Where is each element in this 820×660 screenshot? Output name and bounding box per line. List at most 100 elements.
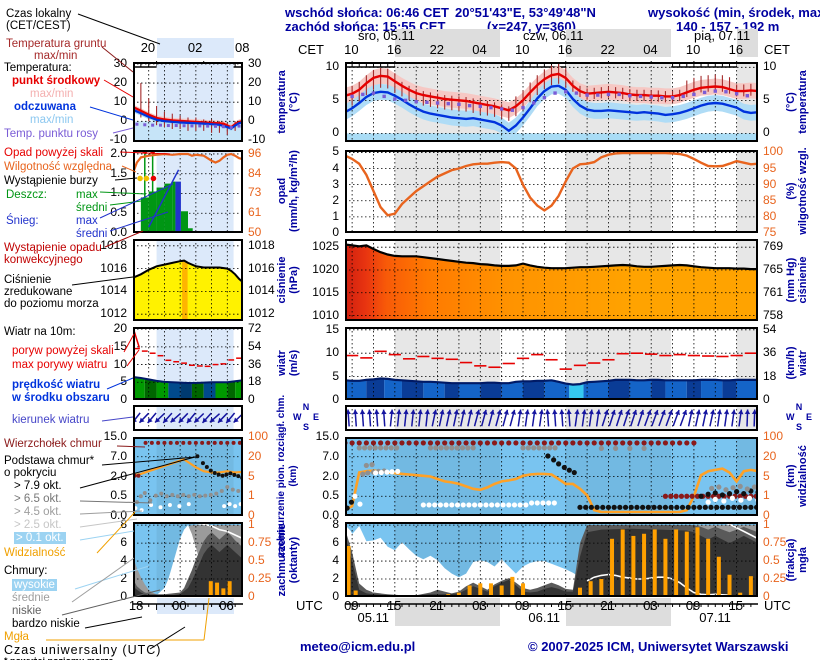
tick-label: 30 [248,55,262,70]
legend-clouds-low: niskie [12,605,42,617]
legend-local-time: Czas lokalny [6,8,72,20]
tick-label: 2 [332,192,339,207]
tick-label: 18 [248,374,262,389]
tick-label: 1014 [248,283,275,298]
tick-label: 08 [235,40,250,55]
tick-label: 04 [472,42,487,57]
tick-label: 20 [248,448,262,463]
legend-fog: Mgła [4,631,29,643]
tick-label: 0 [248,113,255,128]
wind-direction-panel [345,405,765,431]
tick-label: 04 [643,42,658,57]
tick-label: 10 [113,94,127,109]
tick-label: -10 [248,132,266,147]
tick-label: 2 [120,571,127,586]
legend-clouds-mid: średnie [12,592,50,604]
legend-cloud-top: Wierzchołek chmur [4,438,102,450]
tick-label: 10 [248,94,262,109]
compass-w: W [293,412,302,422]
compass-n: N [795,402,803,412]
tick-label: CET [764,42,790,57]
tick-label: 15.0 [103,429,127,443]
tick-label: 95 [763,160,777,175]
tick-label: 0 [763,508,770,522]
tick-label: 761 [763,284,784,299]
tick-label: 1018 [248,237,275,252]
tick-label: 2.0 [110,468,127,483]
tick-label: 0 [120,589,127,603]
compass-e: E [805,412,812,422]
tick-label: 10 [344,42,359,57]
legend-feel-maxmin: max/min [30,114,74,126]
compass-w: W [786,412,795,422]
tick-label: 03 [472,598,487,613]
legend-clouds-verylow: bardzo niskie [12,618,80,630]
tick-label: 00 [172,598,187,613]
tick-label: 16 [557,42,573,57]
tick-label: 50 [248,225,262,239]
mini-cloud-cover-panel [133,521,244,598]
tick-label: 0.5 [763,553,780,568]
tick-label: 1018 [100,237,127,252]
tick-label: 96 [248,145,262,160]
tick-label: śro, 05.11 [358,28,415,43]
legend-gust-over: poryw powyżej skali [12,345,114,357]
tick-label: 09 [515,598,530,613]
tick-label: 0 [248,589,255,603]
legend-ground-temp: Temperatura gruntu [6,38,107,50]
tick-label: 0.5 [248,553,265,568]
tick-label: 100 [763,144,784,159]
tick-label: 06.11 [528,610,560,625]
altitude-label: wysokość (min, środek, max) [648,5,820,20]
tick-label: 05.11 [357,610,390,625]
tick-label: 30 [113,55,127,70]
tick-label: UTC [764,598,791,613]
tick-label: czw, 06.11 [523,28,584,43]
tick-label: 84 [248,165,262,180]
tick-label: 4 [332,553,339,568]
tick-label: 1.0 [110,185,127,200]
tick-label: 10 [763,59,777,74]
sunrise-time: wschód słońca: 06:46 CET [285,5,449,20]
legend-rain-avg: średni [76,202,108,214]
tick-label: 16 [728,42,744,57]
tick-label: 5 [248,468,255,483]
tick-label: 20 [113,321,127,336]
legend-okt-25: > 2.5 okt. [14,519,62,531]
legend-wind-speed-2: w środku obszaru [12,392,110,404]
tick-label: 100 [248,429,269,443]
contact-email[interactable]: meteo@icm.edu.pl [300,639,416,654]
tick-label: 85 [763,192,777,207]
tick-label: 769 [763,239,784,254]
compass-s: S [795,422,803,432]
tick-label: 0 [763,125,770,140]
tick-label: 6 [120,535,127,550]
tick-label: 1012 [100,306,127,321]
humidity-panel [344,150,759,234]
tick-label: 0 [763,392,770,406]
tick-label: 1020 [312,261,339,276]
tick-label: 0.25 [248,571,272,586]
tick-label: 15 [557,598,573,613]
legend-wind-header: Wiatr na 10m: [4,326,76,338]
tick-label: 54 [763,321,777,336]
legend-pressure-2: zredukowane [4,286,73,298]
tick-label: 1012 [248,306,275,321]
tick-label: 1025 [312,239,339,254]
tick-label: -10 [109,132,127,147]
tick-label: 15 [325,321,339,336]
legend-local-time-2: (CET/CEST) [6,20,71,32]
legend-conv-precip: Wystąpienie opadu [4,242,102,254]
legend-okt-79: > 7.9 okt. [14,480,62,492]
tick-label: 2 [332,571,339,586]
tick-label: 03 [643,598,658,613]
legend-okt-01: > 0.1 okt. [14,532,66,544]
copyright: © 2007-2025 ICM, Uniwersytet Warszawski [528,639,789,654]
legend-rain: Deszcz: [6,189,47,201]
tick-label: 15 [113,338,127,353]
legend-temp-mid: punkt środkowy [12,75,101,87]
compass-rose-right: N W E S [786,402,812,432]
tick-label: 5 [332,92,339,107]
legend-snow-avg: średni [76,228,108,240]
tick-label: 0 [248,392,255,406]
